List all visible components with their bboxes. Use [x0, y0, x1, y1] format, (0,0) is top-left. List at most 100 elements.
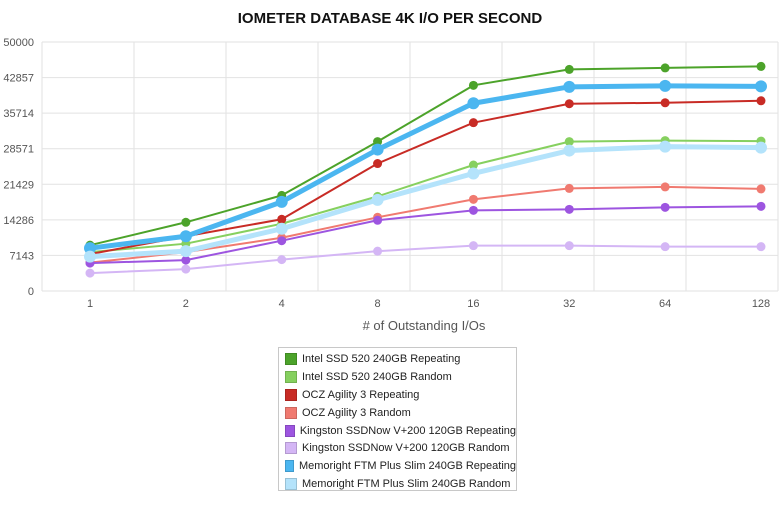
y-tick-label: 14286 — [3, 215, 34, 227]
legend-swatch — [285, 388, 297, 401]
legend-label: Intel SSD 520 240GB Repeating — [302, 352, 461, 365]
data-point — [659, 79, 672, 92]
x-tick-label: 2 — [183, 298, 189, 310]
legend-item: Kingston SSDNow V+200 120GB Random — [285, 439, 516, 457]
legend-swatch — [285, 478, 297, 491]
series-line — [89, 205, 762, 265]
data-point — [277, 255, 287, 265]
data-point — [373, 215, 383, 225]
legend-swatch — [285, 352, 297, 365]
legend-item: OCZ Agility 3 Repeating — [285, 386, 516, 404]
x-tick-label: 32 — [563, 298, 575, 310]
data-point — [181, 255, 191, 265]
data-point — [371, 193, 384, 206]
x-axis-ticks: 1 2 4 8 16 32 64 128 — [87, 298, 770, 310]
data-point — [756, 61, 766, 71]
data-point — [85, 268, 95, 278]
line-chart: IOMETER DATABASE 4K I/O PER SECOND 0 7143… — [3, 10, 779, 333]
x-tick-label: 1 — [87, 298, 93, 310]
series-line — [89, 65, 762, 247]
legend-swatch — [285, 424, 295, 437]
series-6 — [84, 79, 767, 255]
data-point — [468, 160, 478, 170]
legend-swatch — [285, 442, 297, 455]
data-point — [755, 80, 767, 93]
legend-label: Memoright FTM Plus Slim 240GB Random — [302, 478, 511, 491]
data-point — [373, 159, 383, 169]
data-point — [277, 236, 287, 246]
data-point — [563, 144, 576, 157]
y-tick-label: 50000 — [3, 37, 34, 49]
x-axis-label: # of Outstanding I/Os — [363, 318, 486, 333]
data-point — [468, 205, 478, 215]
data-point — [275, 195, 288, 208]
data-point — [564, 241, 574, 251]
data-point — [564, 137, 574, 147]
chart-legend: Intel SSD 520 240GB Repeating Intel SSD 5… — [278, 347, 517, 491]
legend-swatch — [285, 460, 294, 473]
data-point — [564, 204, 574, 214]
legend-label: Memoright FTM Plus Slim 240GB Repeating — [298, 460, 516, 473]
data-point — [564, 99, 574, 109]
y-tick-label: 0 — [28, 286, 34, 298]
x-tick-label: 64 — [659, 298, 671, 310]
data-point — [468, 194, 478, 204]
data-point — [660, 242, 670, 252]
data-point — [467, 97, 480, 110]
x-tick-label: 128 — [752, 298, 770, 310]
data-point — [756, 96, 766, 106]
legend-item: Memoright FTM Plus Slim 240GB Repeating — [285, 457, 516, 475]
data-point — [564, 64, 574, 74]
legend-item: Memoright FTM Plus Slim 240GB Random — [285, 475, 516, 493]
data-point — [564, 183, 574, 193]
data-point — [179, 245, 192, 258]
data-point — [660, 182, 670, 192]
data-point — [468, 241, 478, 251]
data-point — [181, 217, 191, 227]
series-4 — [85, 201, 766, 268]
data-point — [660, 98, 670, 108]
x-tick-label: 4 — [279, 298, 285, 310]
data-point — [275, 222, 288, 235]
data-point — [660, 63, 670, 73]
legend-swatch — [285, 370, 297, 383]
data-point — [467, 167, 480, 180]
data-point — [755, 141, 767, 154]
y-axis-ticks: 0 7143 14286 21429 28571 35714 42857 50000 — [3, 37, 34, 298]
legend-item: Intel SSD 520 240GB Repeating — [285, 350, 516, 368]
x-tick-label: 16 — [467, 298, 479, 310]
series-line — [89, 139, 762, 254]
data-point — [371, 143, 384, 156]
data-point — [181, 264, 191, 274]
legend-label: OCZ Agility 3 Random — [302, 406, 411, 419]
data-point — [84, 242, 96, 255]
x-tick-label: 8 — [375, 298, 381, 310]
legend-item: Intel SSD 520 240GB Random — [285, 368, 516, 386]
y-tick-label: 28571 — [3, 144, 34, 156]
data-point — [179, 230, 192, 243]
legend-item: OCZ Agility 3 Random — [285, 404, 516, 422]
chart-title: IOMETER DATABASE 4K I/O PER SECOND — [238, 10, 543, 27]
data-point — [756, 184, 766, 194]
series-5 — [85, 241, 766, 278]
legend-label: OCZ Agility 3 Repeating — [302, 388, 420, 401]
y-tick-label: 21429 — [3, 179, 34, 191]
legend-label: Kingston SSDNow V+200 120GB Random — [302, 442, 510, 455]
data-point — [468, 80, 478, 90]
y-tick-label: 35714 — [3, 108, 34, 120]
series-line — [89, 83, 762, 251]
legend-item: Kingston SSDNow V+200 120GB Repeating — [285, 422, 516, 440]
series-line — [89, 99, 762, 256]
data-point — [277, 214, 287, 224]
data-point — [660, 202, 670, 212]
chart-series — [84, 61, 767, 278]
data-point — [373, 137, 383, 147]
y-tick-label: 42857 — [3, 73, 34, 85]
legend-label: Kingston SSDNow V+200 120GB Repeating — [299, 424, 516, 437]
legend-swatch — [285, 406, 297, 419]
data-point — [373, 246, 383, 256]
data-point — [468, 118, 478, 128]
legend-label: Intel SSD 520 240GB Random — [302, 370, 452, 383]
data-point — [659, 140, 672, 153]
y-tick-label: 7143 — [10, 250, 34, 262]
